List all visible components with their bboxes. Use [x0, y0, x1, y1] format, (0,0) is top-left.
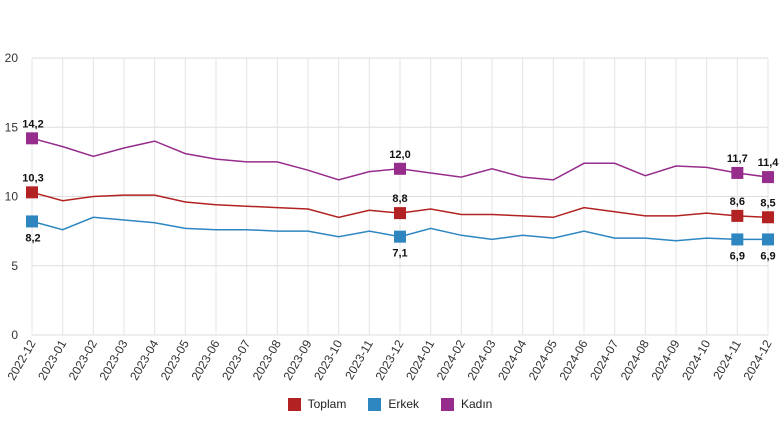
- x-tick-label: 2024-08: [618, 337, 652, 382]
- x-tick-label: 2022-12: [4, 337, 38, 382]
- x-tick-label: 2023-08: [250, 337, 284, 382]
- data-label-toplam: 10,3: [22, 172, 43, 184]
- marker-toplam[interactable]: [762, 211, 774, 224]
- marker-kadin[interactable]: [26, 132, 38, 145]
- marker-erkek[interactable]: [26, 215, 38, 228]
- x-tick-label: 2023-09: [280, 337, 314, 382]
- x-tick-label: 2023-11: [342, 337, 376, 382]
- x-tick-label: 2023-03: [96, 337, 130, 382]
- x-tick-label: 2023-10: [311, 337, 345, 382]
- grid: [31, 57, 769, 336]
- legend-swatch-toplam: [287, 397, 301, 411]
- data-label-toplam: 8,5: [760, 197, 775, 209]
- marker-toplam[interactable]: [26, 186, 38, 199]
- x-tick-label: 2024-06: [556, 337, 590, 382]
- marker-kadin[interactable]: [394, 162, 406, 175]
- data-label-kadin: 11,4: [758, 157, 780, 169]
- x-tick-label: 2024-11: [710, 337, 744, 382]
- marker-erkek[interactable]: [394, 230, 406, 243]
- data-labels: 10,3 8,8 8,6 8,5 8,2 7,1 6,9 6,9 14,2 12,0 11,7 11,…: [22, 118, 779, 262]
- legend-swatch-erkek: [368, 397, 382, 411]
- x-tick-label: 2024-04: [495, 337, 529, 382]
- y-tick-label: 15: [5, 120, 19, 134]
- axes: 051015202022-122023-012023-022023-032023…: [4, 51, 774, 383]
- legend-label-toplam: Toplam: [307, 397, 347, 411]
- legend-label-erkek: Erkek: [388, 397, 419, 411]
- marker-kadin[interactable]: [731, 166, 744, 179]
- data-label-toplam: 8,8: [392, 193, 407, 205]
- marker-toplam[interactable]: [731, 209, 744, 222]
- data-label-toplam: 8,6: [730, 196, 745, 208]
- data-label-kadin: 11,7: [727, 153, 748, 165]
- data-label-erkek: 8,2: [25, 232, 40, 244]
- legend-label-kadin: Kadın: [461, 397, 493, 411]
- x-tick-label: 2024-12: [740, 337, 774, 382]
- x-tick-label: 2024-05: [526, 337, 560, 382]
- x-tick-label: 2024-03: [464, 337, 498, 382]
- data-label-erkek: 6,9: [760, 250, 775, 262]
- y-tick-label: 0: [11, 328, 18, 342]
- x-tick-label: 2024-02: [434, 337, 468, 382]
- x-tick-label: 2023-04: [127, 337, 161, 382]
- x-tick-label: 2024-07: [587, 337, 621, 382]
- x-tick-label: 2023-05: [158, 337, 192, 382]
- marker-kadin[interactable]: [762, 171, 774, 184]
- x-tick-label: 2024-10: [679, 337, 713, 382]
- legend: Toplam Erkek Kadın: [0, 397, 780, 411]
- legend-item-erkek[interactable]: Erkek: [368, 397, 419, 411]
- marker-erkek[interactable]: [762, 233, 774, 246]
- data-label-erkek: 6,9: [730, 250, 745, 262]
- x-tick-label: 2023-02: [66, 337, 100, 382]
- x-tick-label: 2023-06: [188, 337, 222, 382]
- y-tick-label: 20: [5, 51, 19, 65]
- legend-item-kadin[interactable]: Kadın: [441, 397, 492, 411]
- marker-erkek[interactable]: [731, 233, 744, 246]
- marker-toplam[interactable]: [394, 207, 406, 220]
- y-tick-label: 10: [5, 190, 19, 204]
- x-tick-label: 2024-09: [648, 337, 682, 382]
- legend-item-toplam[interactable]: Toplam: [287, 397, 347, 411]
- x-tick-label: 2024-01: [403, 337, 437, 382]
- data-label-kadin: 14,2: [22, 118, 43, 130]
- data-label-erkek: 7,1: [392, 248, 407, 260]
- x-tick-label: 2023-01: [35, 337, 69, 382]
- x-tick-label: 2023-12: [372, 337, 406, 382]
- x-tick-label: 2023-07: [219, 337, 253, 382]
- series-group: [26, 132, 774, 246]
- y-tick-label: 5: [11, 259, 18, 273]
- data-label-kadin: 12,0: [389, 149, 410, 161]
- legend-swatch-kadin: [441, 397, 454, 411]
